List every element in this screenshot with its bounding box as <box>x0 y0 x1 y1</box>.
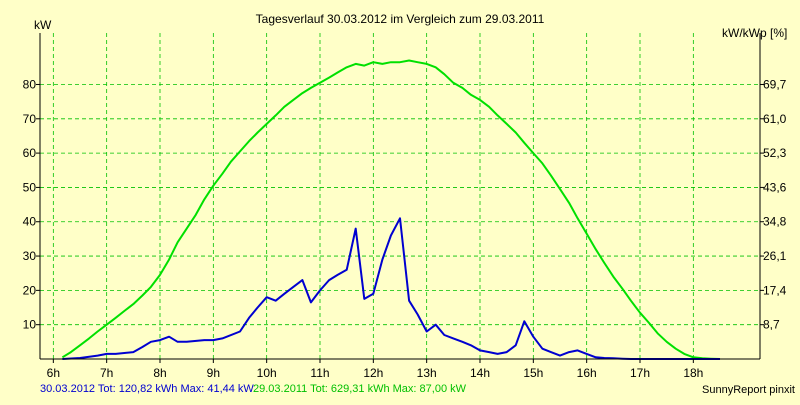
y-tick-label-right: 8,7 <box>763 318 780 332</box>
x-tick-label: 14h <box>470 366 490 380</box>
legend-blue-series: 30.03.2012 Tot: 120,82 kWh Max: 41,44 kW <box>40 383 254 395</box>
y-tick-label-left: 70 <box>23 112 37 126</box>
x-tick-label: 8h <box>153 366 166 380</box>
y-tick-label-left: 10 <box>23 318 37 332</box>
tick-labels: 6h 7h 8h 9h 10h 11h 12h 13h 14h 15h 16h 17h 18h 10 8,7… <box>23 77 787 380</box>
x-tick-label: 15h <box>523 366 543 380</box>
x-tick-label: 10h <box>257 366 277 380</box>
grid <box>40 33 760 359</box>
x-tick-label: 17h <box>630 366 650 380</box>
x-tick-label: 18h <box>683 366 703 380</box>
y-tick-label-right: 26,1 <box>763 249 787 263</box>
y-tick-label-left: 60 <box>23 146 37 160</box>
y-tick-label-left: 30 <box>23 249 37 263</box>
credit-label: SunnyReport pinxit <box>702 384 795 396</box>
y-axis-label-left: kW <box>34 18 52 32</box>
series-lines <box>61 59 721 360</box>
x-tick-label: 7h <box>100 366 113 380</box>
y-tick-label-left: 50 <box>23 180 37 194</box>
y-tick-label-right: 52,3 <box>763 146 787 160</box>
x-tick-label: 11h <box>310 366 329 380</box>
x-tick-label: 9h <box>207 366 220 380</box>
x-tick-label: 6h <box>47 366 60 380</box>
y-tick-label-right: 34,8 <box>763 215 787 229</box>
y-tick-label-left: 80 <box>23 77 37 91</box>
y-tick-label-right: 43,6 <box>763 180 787 194</box>
y-tick-label-right: 69,7 <box>763 77 787 91</box>
series-line-blue-2012 <box>62 217 720 360</box>
y-tick-label-right: 17,4 <box>763 283 787 297</box>
chart-title: Tagesverlauf 30.03.2012 im Vergleich zum… <box>256 12 545 26</box>
series-line-green-2011 <box>61 59 721 360</box>
legend-green-series: 29.03.2011 Tot: 629,31 kWh Max: 87,00 kW <box>253 383 467 395</box>
x-tick-label: 12h <box>363 366 383 380</box>
x-tick-label: 13h <box>417 366 437 380</box>
y-tick-label-right: 61,0 <box>763 112 787 126</box>
y-tick-label-left: 40 <box>23 215 37 229</box>
y-axis-label-right: kW/kWp [%] <box>722 26 787 40</box>
x-tick-label: 16h <box>577 366 597 380</box>
axes <box>36 33 764 363</box>
y-tick-label-left: 20 <box>23 283 37 297</box>
